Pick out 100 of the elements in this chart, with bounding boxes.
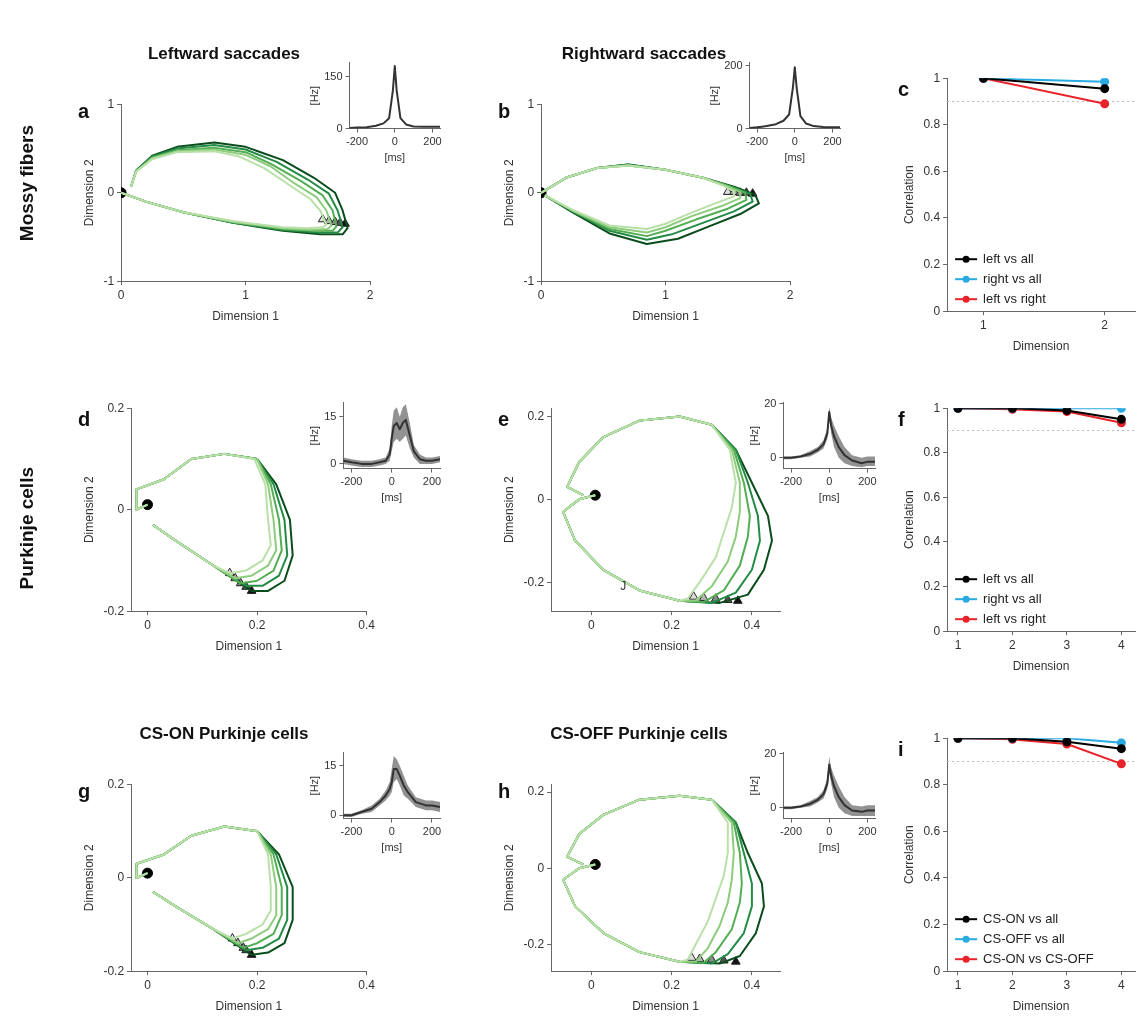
x-tick-label: 0.2 <box>663 617 681 632</box>
y-tick-label: -0.2 <box>103 603 125 618</box>
x-tick-label: 3 <box>1063 637 1071 652</box>
y-tick-label: 0.8 <box>923 445 941 460</box>
x-tick-label: 2 <box>1101 317 1109 332</box>
y-axis-title: [Hz] <box>747 425 760 446</box>
x-tick-label: 0 <box>826 475 833 488</box>
y-tick-label: 0.4 <box>923 534 941 549</box>
x-axis-title: Dimension 1 <box>212 309 280 324</box>
y-axis-title: [Hz] <box>707 85 720 106</box>
text: b <box>498 100 511 123</box>
x-tick-label: 0 <box>826 825 833 838</box>
x-tick-label: 0.4 <box>743 617 761 632</box>
y-axis-title: [Hz] <box>307 425 320 446</box>
y-tick-label: 0.4 <box>923 210 941 225</box>
x-tick-label: 1 <box>242 287 250 302</box>
x-tick-label: 0.4 <box>358 617 376 632</box>
y-tick-label: -0.2 <box>103 963 125 978</box>
y-tick-label: -0.2 <box>523 936 545 951</box>
y-tick-label: 0 <box>770 450 777 463</box>
text: c <box>898 78 910 101</box>
y-tick-label: 0 <box>330 808 337 821</box>
y-tick-label: 0 <box>933 963 941 978</box>
x-axis-title: Dimension <box>1012 339 1070 354</box>
x-tick-label: 0.2 <box>248 977 266 992</box>
y-tick-label: 1 <box>527 96 535 111</box>
x-tick-label: 2 <box>366 287 374 302</box>
y-tick-label: 0 <box>117 870 125 885</box>
x-tick-label: 0 <box>144 617 152 632</box>
y-tick-label: 1 <box>933 400 941 415</box>
x-axis-title: [ms] <box>381 841 403 854</box>
y-axis-title: Dimension 2 <box>501 159 516 227</box>
legend-label: left vs right <box>983 610 1047 626</box>
y-tick-label: 0.2 <box>107 400 125 415</box>
x-tick-label: 200 <box>823 135 842 148</box>
annotation: J <box>620 578 627 593</box>
chart-title: CS-OFF Purkinje cells <box>550 723 728 743</box>
y-tick-label: 0.8 <box>923 117 941 132</box>
y-axis-title: Dimension 2 <box>81 476 96 544</box>
y-tick-label: 0.6 <box>923 163 941 178</box>
x-tick-label: -200 <box>746 135 769 148</box>
x-axis-title: Dimension 1 <box>215 999 283 1014</box>
chart-title: Leftward saccades <box>147 43 301 63</box>
y-tick-label: 0.6 <box>923 489 941 504</box>
y-axis-title: Dimension 2 <box>501 844 516 912</box>
x-tick-label: 0 <box>144 977 152 992</box>
text: h <box>498 780 511 803</box>
x-axis-title: Dimension 1 <box>215 639 283 654</box>
x-tick-label: 0.2 <box>248 617 266 632</box>
y-axis-title: Dimension 2 <box>81 844 96 912</box>
y-tick-label: 0.2 <box>923 256 941 271</box>
y-tick-label: 0.2 <box>527 408 545 423</box>
x-tick-label: 200 <box>858 475 877 488</box>
y-tick-label: 0.8 <box>923 777 941 792</box>
y-tick-label: 15 <box>324 758 337 771</box>
legend-label: right vs all <box>983 590 1042 606</box>
y-tick-label: 1 <box>107 96 115 111</box>
x-tick-label: 2 <box>786 287 794 302</box>
legend-label: left vs all <box>983 570 1034 586</box>
x-axis-title: Dimension <box>1012 999 1070 1014</box>
x-axis-title: Dimension 1 <box>632 639 700 654</box>
y-tick-label: 0.2 <box>527 784 545 799</box>
y-axis-title: Correlation <box>901 165 916 225</box>
y-tick-label: 0.2 <box>923 578 941 593</box>
legend-label: CS-ON vs all <box>983 910 1059 926</box>
x-tick-label: 0 <box>791 135 798 148</box>
text: d <box>78 408 91 431</box>
text: e <box>498 408 510 431</box>
x-tick-label: 0.4 <box>743 977 761 992</box>
y-tick-label: 0.4 <box>923 870 941 885</box>
y-tick-label: -1 <box>103 273 115 288</box>
text: Purkinje cells <box>16 466 38 590</box>
y-axis-title: [Hz] <box>307 85 320 106</box>
x-axis-title: [ms] <box>818 841 840 854</box>
x-tick-label: 2 <box>1009 637 1017 652</box>
y-tick-label: 0.2 <box>107 776 125 791</box>
y-axis-title: Correlation <box>901 825 916 885</box>
x-tick-label: 0.4 <box>358 977 376 992</box>
x-tick-label: 1 <box>662 287 670 302</box>
x-tick-label: -200 <box>346 135 369 148</box>
y-tick-label: 0 <box>933 303 941 318</box>
y-tick-label: 150 <box>324 69 343 82</box>
y-axis-title: Dimension 2 <box>501 476 516 544</box>
y-tick-label: 20 <box>764 396 777 409</box>
x-tick-label: -200 <box>340 825 363 838</box>
x-axis-title: [ms] <box>384 151 406 164</box>
x-tick-label: 200 <box>858 825 877 838</box>
y-tick-label: 0 <box>107 185 115 200</box>
x-tick-label: 1 <box>954 977 962 992</box>
x-tick-label: 1 <box>954 637 962 652</box>
y-tick-label: 0 <box>336 121 343 134</box>
text: Mossy fibers <box>16 124 38 242</box>
y-tick-label: -0.2 <box>523 574 545 589</box>
x-tick-label: 4 <box>1118 637 1126 652</box>
y-tick-label: 0.6 <box>923 823 941 838</box>
x-axis-title: Dimension 1 <box>632 999 700 1014</box>
x-tick-label: 200 <box>422 475 442 488</box>
y-axis-title: Dimension 2 <box>81 159 96 227</box>
x-axis-title: [ms] <box>784 151 806 164</box>
y-tick-label: -1 <box>523 273 535 288</box>
